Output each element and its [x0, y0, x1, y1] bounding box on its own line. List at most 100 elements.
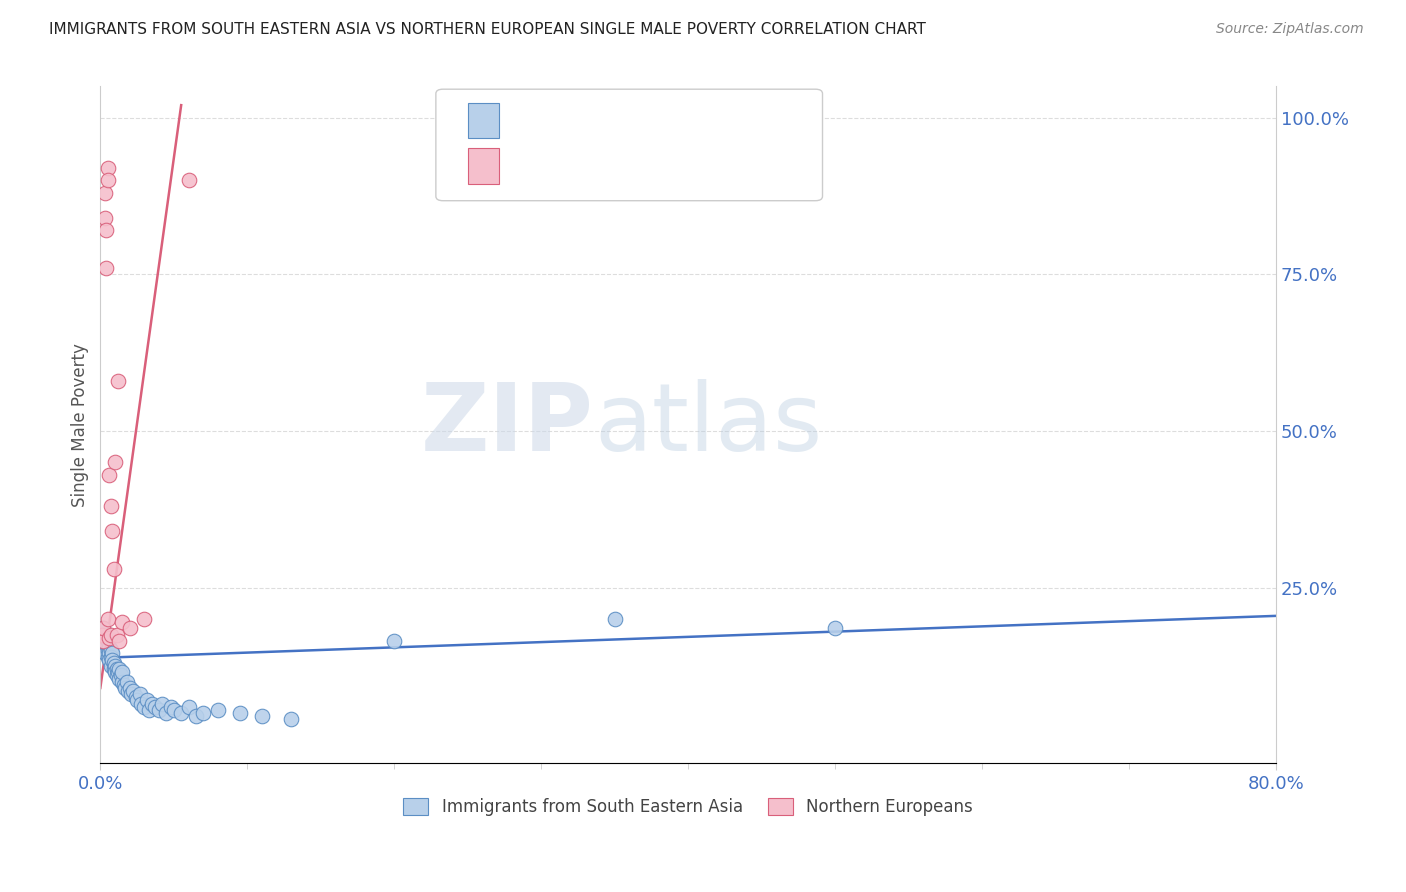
Point: [96, 261, 118, 276]
Point: [143, 699, 166, 714]
Point: [103, 656, 125, 670]
Point: [250, 709, 273, 723]
Text: 63: 63: [650, 111, 675, 128]
Text: 0.754: 0.754: [555, 156, 612, 174]
Legend: Immigrants from South Eastern Asia, Northern Europeans: Immigrants from South Eastern Asia, Nort…: [396, 791, 980, 822]
Point: [229, 706, 252, 720]
Point: [603, 612, 626, 626]
Point: [105, 662, 128, 676]
Point: [98, 467, 121, 482]
Y-axis label: Single Male Poverty: Single Male Poverty: [72, 343, 89, 507]
Point: [104, 455, 127, 469]
Point: [96, 223, 118, 237]
Point: [177, 173, 200, 187]
Point: [96, 637, 118, 651]
Point: [127, 693, 149, 707]
Point: [193, 706, 215, 720]
Point: [160, 699, 183, 714]
Point: [107, 374, 129, 388]
Point: [136, 693, 159, 707]
Point: [107, 665, 129, 680]
Point: [100, 628, 122, 642]
Text: ZIP: ZIP: [422, 379, 595, 471]
Point: [170, 706, 193, 720]
Point: [97, 649, 120, 664]
Point: [100, 643, 122, 657]
Point: [103, 562, 125, 576]
Point: [98, 631, 121, 645]
Point: [97, 634, 120, 648]
Point: [118, 621, 141, 635]
Text: R =: R =: [513, 111, 558, 128]
Point: [111, 615, 134, 629]
Text: IMMIGRANTS FROM SOUTH EASTERN ASIA VS NORTHERN EUROPEAN SINGLE MALE POVERTY CORR: IMMIGRANTS FROM SOUTH EASTERN ASIA VS NO…: [49, 22, 927, 37]
Point: [120, 687, 142, 701]
Point: [124, 690, 146, 705]
Point: [97, 173, 120, 187]
Point: [184, 709, 207, 723]
Point: [108, 672, 131, 686]
Text: R =: R =: [513, 156, 558, 174]
Point: [207, 703, 229, 717]
Point: [94, 634, 117, 648]
Point: [101, 653, 124, 667]
Point: [111, 665, 134, 680]
Point: [101, 524, 124, 539]
Point: [104, 665, 127, 680]
Point: [163, 703, 186, 717]
Point: [98, 640, 121, 655]
Point: [134, 699, 156, 714]
Point: [104, 659, 127, 673]
Point: [129, 687, 152, 701]
Point: [131, 697, 153, 711]
Point: [114, 681, 136, 695]
Point: [111, 674, 134, 689]
Point: [117, 684, 139, 698]
Point: [177, 699, 200, 714]
Text: Source: ZipAtlas.com: Source: ZipAtlas.com: [1216, 22, 1364, 37]
Point: [91, 621, 114, 635]
Point: [280, 712, 302, 726]
Point: [94, 640, 117, 655]
Point: [98, 653, 121, 667]
Point: [101, 647, 124, 661]
Point: [824, 621, 846, 635]
Point: [118, 681, 141, 695]
Point: [98, 647, 121, 661]
Point: [105, 668, 128, 682]
Point: [148, 703, 170, 717]
Point: [155, 706, 177, 720]
Point: [150, 697, 173, 711]
Point: [100, 659, 122, 673]
Point: [90, 628, 112, 642]
Point: [97, 643, 120, 657]
Point: [91, 634, 114, 648]
Point: [103, 662, 125, 676]
Point: [100, 499, 122, 513]
Point: [91, 637, 114, 651]
Point: [115, 674, 138, 689]
Point: [141, 697, 163, 711]
Point: [382, 634, 405, 648]
Text: atlas: atlas: [595, 379, 823, 471]
Point: [91, 621, 114, 635]
Point: [97, 161, 120, 175]
Point: [94, 186, 117, 200]
Point: [94, 647, 117, 661]
Point: [100, 649, 122, 664]
Point: [138, 703, 160, 717]
Point: [134, 612, 156, 626]
Point: [94, 211, 117, 225]
Point: [90, 628, 112, 642]
Text: N =: N =: [614, 156, 654, 174]
Point: [110, 668, 132, 682]
Point: [105, 628, 128, 642]
Text: N =: N =: [614, 111, 654, 128]
Text: 24: 24: [650, 156, 675, 174]
Point: [112, 678, 135, 692]
Text: 0.161: 0.161: [555, 111, 612, 128]
Point: [121, 684, 143, 698]
Point: [108, 662, 131, 676]
Point: [108, 634, 131, 648]
Point: [97, 612, 120, 626]
